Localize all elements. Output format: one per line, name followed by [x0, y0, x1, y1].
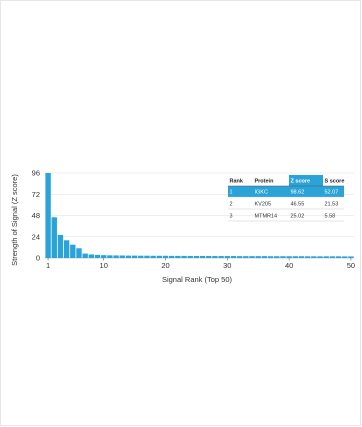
- table-cell: 25.02: [291, 214, 305, 220]
- bar-rank-19: [156, 255, 163, 258]
- table-cell: 98.62: [291, 190, 305, 196]
- bar-rank-43: [304, 256, 311, 258]
- bar-rank-48: [335, 256, 342, 258]
- y-tick-label: 24: [32, 232, 40, 241]
- bar-rank-49: [342, 256, 348, 258]
- bar-rank-41: [292, 256, 298, 258]
- signal-table: Rank Protein Z score S score 1 IGKC 98.62 52.07…: [228, 175, 345, 222]
- bar-rank-46: [323, 256, 329, 258]
- bar-rank-6: [76, 248, 82, 258]
- bar-rank-33: [243, 256, 249, 258]
- bar-rank-27: [206, 255, 212, 258]
- table-header-0: Rank: [230, 179, 244, 185]
- bar-rank-42: [298, 256, 305, 258]
- bar-rank-20: [162, 255, 169, 258]
- bar-rank-37: [267, 256, 274, 258]
- bar-rank-12: [113, 255, 119, 258]
- bar-rank-29: [218, 256, 224, 258]
- x-axis-label: Signal Rank (Top 50): [162, 275, 233, 284]
- bar-rank-17: [144, 255, 150, 258]
- bar-rank-25: [193, 255, 200, 258]
- bar-rank-47: [329, 256, 336, 258]
- bar-rank-23: [181, 255, 187, 258]
- table-cell: KV205: [255, 202, 272, 208]
- bar-rank-13: [119, 255, 125, 258]
- bar-rank-2: [51, 217, 57, 258]
- zscore-header-highlight: [289, 175, 323, 186]
- x-tick-label: 40: [285, 261, 293, 270]
- x-tick-label: 50: [347, 261, 355, 270]
- y-tick-label: 72: [32, 190, 40, 199]
- bar-rank-18: [150, 255, 156, 258]
- bars: [45, 173, 354, 258]
- bar-rank-3: [57, 234, 64, 258]
- bar-rank-34: [249, 256, 255, 258]
- bar-rank-30: [224, 256, 230, 258]
- bar-rank-5: [70, 244, 76, 258]
- table-cell: 5.58: [325, 214, 336, 220]
- bar-rank-8: [88, 254, 95, 258]
- table-cell: 21.53: [325, 202, 339, 208]
- bar-rank-35: [255, 256, 261, 258]
- bar-rank-45: [317, 256, 323, 258]
- bar-rank-36: [261, 256, 268, 258]
- table-cell: IGKC: [255, 190, 268, 196]
- bar-rank-28: [212, 256, 218, 258]
- bar-rank-38: [274, 256, 280, 258]
- bar-rank-24: [187, 255, 193, 258]
- x-tick-label: 10: [100, 261, 108, 270]
- bar-rank-1: [45, 173, 51, 258]
- bar-rank-31: [230, 256, 237, 258]
- bar-rank-16: [138, 255, 144, 258]
- x-tick-label: 20: [161, 261, 169, 270]
- bar-rank-40: [286, 256, 292, 258]
- y-axis-label: Strength of Signal (Z score): [10, 174, 19, 266]
- y-tick-label: 96: [32, 169, 40, 178]
- bar-rank-9: [94, 254, 101, 258]
- bar-rank-44: [311, 256, 317, 258]
- table-cell: 46.55: [291, 202, 305, 208]
- top-row-highlight: [228, 186, 344, 197]
- bar-rank-11: [107, 255, 113, 258]
- table-cell: 52.07: [325, 190, 339, 196]
- bar-rank-26: [199, 255, 206, 258]
- table-cell: 2: [230, 202, 233, 208]
- bar-rank-7: [82, 253, 88, 258]
- axes: 0 24 48 72 96 1 10 20 30 40 50: [32, 169, 355, 271]
- table-header-2: Z score: [291, 179, 311, 185]
- x-tick-label: 30: [223, 261, 231, 270]
- bar-rank-14: [125, 255, 132, 258]
- x-tick-label: 1: [46, 261, 50, 270]
- bar-rank-32: [236, 256, 243, 258]
- bar-rank-22: [175, 255, 181, 258]
- table-cell: 3: [230, 214, 233, 220]
- bar-rank-21: [169, 255, 175, 258]
- table-header-3: S score: [325, 179, 345, 185]
- bar-rank-10: [101, 255, 107, 258]
- bar-rank-15: [131, 255, 138, 258]
- y-tick-label: 0: [36, 254, 40, 263]
- bar-rank-50: [348, 256, 354, 258]
- y-tick-label: 48: [32, 211, 40, 220]
- bar-rank-39: [280, 256, 286, 258]
- table-cell: 1: [230, 190, 233, 196]
- table-cell: MTMR14: [255, 214, 278, 220]
- bar-rank-4: [63, 240, 70, 258]
- table-header-1: Protein: [255, 179, 275, 185]
